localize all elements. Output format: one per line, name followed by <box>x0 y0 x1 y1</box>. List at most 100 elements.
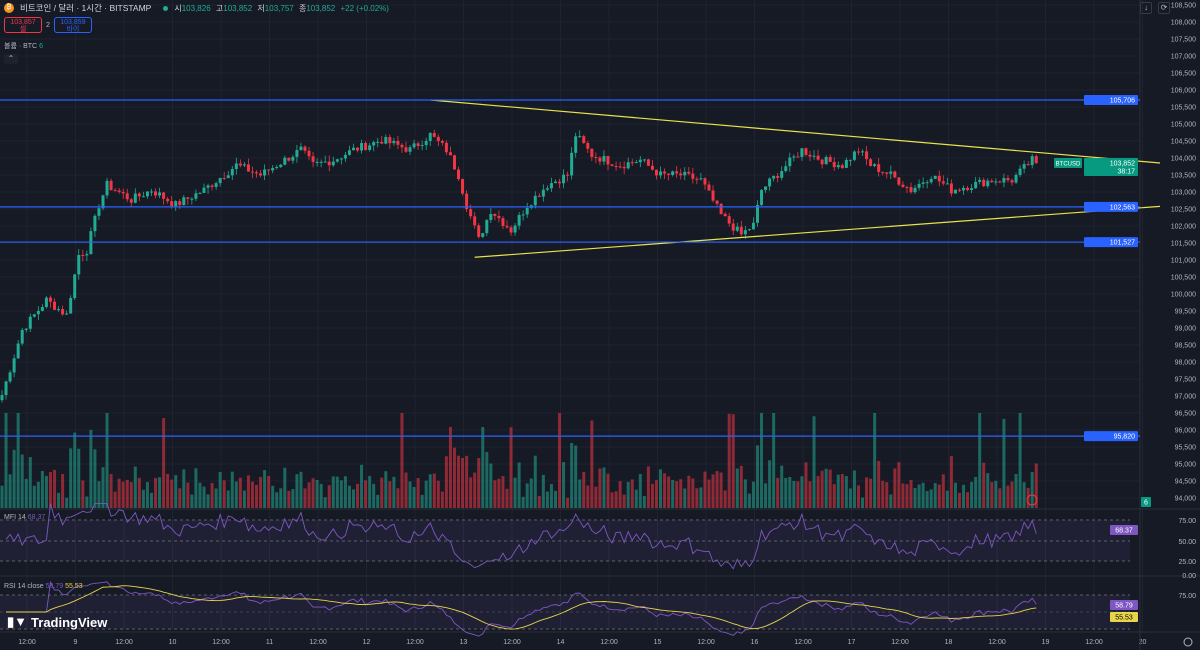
volume-bar <box>202 486 206 508</box>
scroll-down-button[interactable]: ↓ <box>1140 2 1152 14</box>
volume-bar <box>1026 487 1030 508</box>
volume-bar <box>81 480 85 508</box>
volume-bar <box>642 495 646 508</box>
candle-body <box>978 179 982 182</box>
candle-body <box>489 213 493 221</box>
candle-body <box>440 140 444 143</box>
volume-bar <box>141 489 145 508</box>
candle-body <box>816 155 820 160</box>
candle-body <box>949 183 953 194</box>
candle-body <box>141 196 145 198</box>
volume-bar <box>404 472 408 508</box>
volume-bar <box>937 484 941 508</box>
price-tick-label: 107,000 <box>1171 54 1196 61</box>
candle-body <box>703 178 707 185</box>
volume-bar <box>812 416 816 508</box>
candle-body <box>776 175 780 178</box>
volume-bar <box>982 462 986 508</box>
candle-body <box>198 192 202 194</box>
buy-button[interactable]: 103,859 바이 <box>53 17 92 33</box>
candle-body <box>626 162 630 169</box>
volume-bar <box>687 475 691 508</box>
candle-body <box>533 195 537 206</box>
candle-body <box>485 220 489 234</box>
candle-body <box>416 143 420 146</box>
volume-bar <box>1030 472 1034 508</box>
candle-body <box>574 136 578 153</box>
candle-body <box>747 229 751 231</box>
volume-bar <box>222 480 226 508</box>
candle-body <box>808 154 812 157</box>
volume-bar <box>986 473 990 508</box>
candle-body <box>323 161 327 163</box>
candle-body <box>549 183 553 189</box>
candle-body <box>852 151 856 160</box>
volume-bar <box>242 490 246 508</box>
volume-bar <box>780 465 784 508</box>
volume-bar <box>137 477 141 508</box>
settings-gear-icon[interactable] <box>1183 637 1193 647</box>
high-value: 103,852 <box>223 3 253 13</box>
volume-bar <box>448 427 452 508</box>
candle-body <box>836 165 840 168</box>
low-value: 103,757 <box>264 3 294 13</box>
volume-bar <box>89 429 93 508</box>
volume-bar <box>578 479 582 508</box>
candle-body <box>646 159 650 166</box>
candle-body <box>178 201 182 206</box>
volume-bar <box>1034 463 1038 508</box>
volume-bar <box>287 490 291 508</box>
time-tick-label: 13 <box>460 639 468 646</box>
volume-bar <box>57 492 61 508</box>
candle-body <box>606 155 610 165</box>
candle-body <box>610 164 614 167</box>
sell-button[interactable]: 103,857 셀 <box>4 17 42 33</box>
volume-bar <box>772 413 776 508</box>
tradingview-logo[interactable]: ▮▼ TradingView <box>7 614 107 630</box>
candle-body <box>65 313 69 315</box>
lightning-event-icon <box>1026 494 1038 506</box>
volume-bar <box>679 479 683 508</box>
candle-body <box>448 152 452 156</box>
volume-bar <box>16 413 20 508</box>
candle-body <box>186 197 190 199</box>
candle-body <box>941 181 945 184</box>
candle-body <box>917 183 921 188</box>
volume-bar <box>1010 481 1014 508</box>
volume-bar <box>263 470 267 508</box>
volume-bar <box>610 492 614 508</box>
symbol-title[interactable]: 비트코인 / 달러 · 1시간 · BITSTAMP <box>20 3 152 13</box>
price-tick-label: 102,500 <box>1171 207 1196 214</box>
volume-bar <box>751 481 755 508</box>
volume-bar <box>703 471 707 508</box>
candle-body <box>368 145 372 150</box>
volume-bar <box>675 481 679 508</box>
reset-chart-button[interactable]: ⟳ <box>1158 2 1170 14</box>
candle-body <box>739 226 743 235</box>
volume-bar <box>844 476 848 508</box>
candle-body <box>226 175 230 179</box>
volume-bar <box>323 497 327 508</box>
price-tick-label: 99,000 <box>1175 326 1197 333</box>
volume-bar <box>372 483 376 508</box>
volume-bar <box>149 492 153 508</box>
volume-bar <box>93 449 97 508</box>
volume-bar <box>210 482 214 508</box>
volume-bar <box>4 413 8 508</box>
candle-body <box>893 171 897 178</box>
candle-body <box>158 192 162 196</box>
volume-bar <box>1006 485 1010 508</box>
candle-body <box>311 156 315 162</box>
change-value: +22 (+0.02%) <box>340 3 389 13</box>
candle-body <box>719 203 723 214</box>
collapse-legend-button[interactable]: ⌃ <box>4 54 18 64</box>
volume-bar <box>715 471 719 508</box>
candle-body <box>691 173 695 179</box>
candle-body <box>360 142 364 151</box>
volume-bar <box>889 494 893 508</box>
last-price-label: 103,852 <box>1110 161 1135 168</box>
candle-body <box>772 175 776 179</box>
candle-body <box>250 171 254 173</box>
candle-body <box>966 187 970 191</box>
